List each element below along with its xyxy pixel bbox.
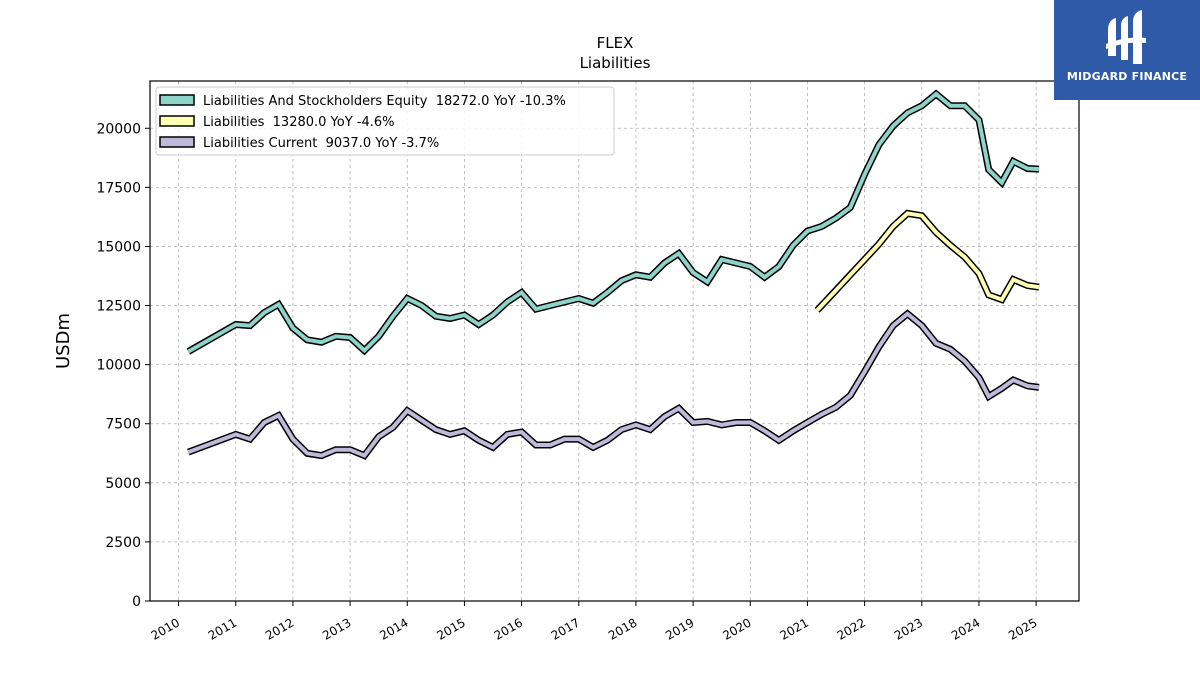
y-tick-label: 5000 <box>105 476 141 492</box>
x-tick-label: 2013 <box>320 615 353 642</box>
logo-mark-icon <box>1106 10 1146 64</box>
chart-subtitle: Liabilities <box>580 54 651 72</box>
chart-title: FLEX <box>597 34 634 52</box>
x-tick-label: 2015 <box>434 615 467 642</box>
legend-swatch <box>159 115 195 127</box>
y-tick-label: 7500 <box>105 417 141 433</box>
y-tick-label: 17500 <box>96 180 141 196</box>
x-tick-label: 2018 <box>606 615 639 642</box>
x-tick-label: 2019 <box>663 615 696 642</box>
legend-box <box>155 86 615 156</box>
x-tick-label: 2021 <box>777 615 810 642</box>
x-tick-label: 2022 <box>835 615 868 642</box>
y-tick-label: 10000 <box>96 358 141 374</box>
logo-text: MIDGARD FINANCE <box>1066 70 1188 83</box>
y-axis-label: USDm <box>53 313 74 369</box>
x-tick-label: 2025 <box>1006 615 1039 642</box>
x-tick-label: 2011 <box>206 615 239 642</box>
legend-label: Liabilities 13280.0 YoY -4.6% <box>203 115 395 130</box>
legend: Liabilities And Stockholders Equity 1827… <box>155 86 615 156</box>
x-tick-label: 2024 <box>949 615 982 642</box>
x-tick-label: 2010 <box>149 615 182 642</box>
legend-swatch <box>159 136 195 148</box>
series-1-line <box>815 211 1040 312</box>
y-tick-label: 2500 <box>105 535 141 551</box>
series-2-line <box>187 311 1040 459</box>
x-tick-label: 2020 <box>720 615 753 642</box>
x-tick-label: 2016 <box>492 615 525 642</box>
y-axis: 0 2500 5000 7500 10000 12500 15000 17500 20000 <box>96 121 150 610</box>
series-lines <box>186 89 1040 460</box>
y-tick-label: 12500 <box>96 299 141 315</box>
x-tick-label: 2017 <box>549 615 582 642</box>
legend-swatch <box>159 94 195 106</box>
y-tick-label: 20000 <box>96 121 141 137</box>
legend-label: Liabilities And Stockholders Equity 1827… <box>203 94 566 109</box>
legend-label: Liabilities Current 9037.0 YoY -3.7% <box>203 136 439 151</box>
brand-logo: MIDGARD FINANCE <box>1054 0 1200 100</box>
y-tick-label: 0 <box>132 594 141 610</box>
grid <box>150 81 1079 602</box>
x-tick-label: 2014 <box>377 615 410 642</box>
x-tick-label: 2023 <box>892 615 925 642</box>
series-0-line <box>187 91 1040 354</box>
y-tick-label: 15000 <box>96 239 141 255</box>
x-tick-label: 2012 <box>263 615 296 642</box>
x-axis: 2010 2011 2012 2013 2014 2015 2016 2017 2018 2019… <box>149 601 1040 643</box>
plot-frame <box>149 80 1080 602</box>
